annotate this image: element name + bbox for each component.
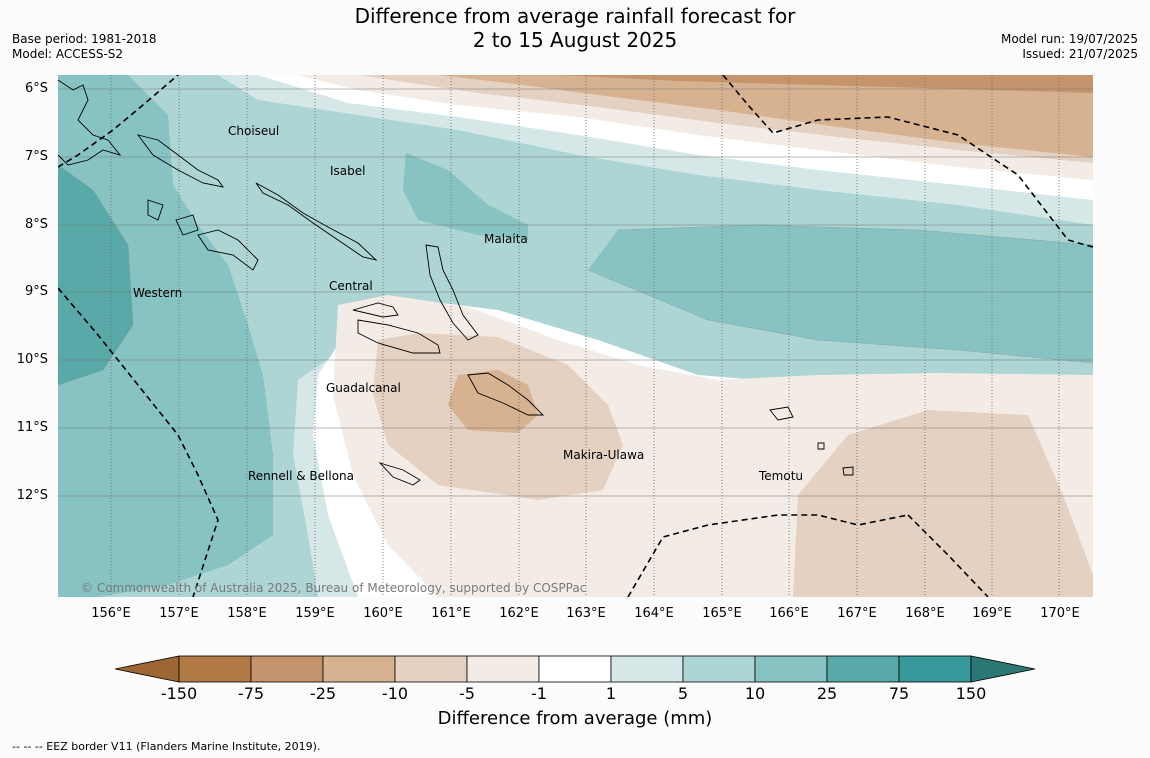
colorbar-segment (826, 655, 900, 683)
colorbar-segment (610, 655, 684, 683)
region-label-central: Central (329, 279, 373, 293)
colorbar-segment (682, 655, 756, 683)
colorbar-tick: 10 (744, 684, 766, 703)
base-period: Base period: 1981-2018 (12, 32, 157, 46)
lat-label-11s: 11°S (16, 420, 48, 435)
colorbar-segment (250, 655, 324, 683)
colorbar-tick: 150 (955, 684, 987, 703)
colorbar-low-arrow (115, 655, 180, 683)
colorbar-tick: 1 (605, 684, 617, 703)
bougainville-coast (58, 79, 122, 166)
lat-label-9s: 9°S (24, 284, 48, 299)
lon-label-160e: 160°E (363, 606, 403, 621)
colorbar-tick: 25 (816, 684, 838, 703)
malaita-island (425, 244, 479, 341)
vella-lavella-island (147, 199, 164, 221)
contour-fill-north-neg25 (558, 75, 1093, 93)
colorbar-tick: -10 (381, 684, 409, 703)
lon-label-162e: 162°E (499, 606, 539, 621)
colorbar-tick: 5 (677, 684, 689, 703)
rennell-island (378, 462, 421, 486)
issued-date: Issued: 21/07/2025 (1022, 47, 1138, 61)
colorbar (115, 655, 1036, 683)
model-name: Model: ACCESS-S2 (12, 47, 124, 61)
region-label-guadalcanal: Guadalcanal (326, 381, 401, 395)
map-title: Difference from average rainfall forecas… (354, 4, 796, 28)
lon-label-157e: 157°E (159, 606, 199, 621)
lat-label-12s: 12°S (16, 488, 48, 503)
colorbar-tick: -75 (237, 684, 265, 703)
colorbar-tick: -5 (459, 684, 475, 703)
region-label-malaita: Malaita (484, 232, 528, 246)
utupua-island (842, 466, 854, 476)
colorbar-segment (898, 655, 972, 683)
map-canvas: Choiseul Isabel Malaita Western Central … (58, 75, 1093, 597)
colorbar-segment (322, 655, 396, 683)
lon-label-167e: 167°E (837, 606, 877, 621)
rainfall-anomaly-map: Choiseul Isabel Malaita Western Central … (58, 75, 1093, 597)
contour-fill-10-25-malaita (403, 153, 528, 240)
lon-label-170e: 170°E (1040, 606, 1080, 621)
vanikoro-island (817, 442, 825, 450)
lon-label-161e: 161°E (431, 606, 471, 621)
colorbar-label: Difference from average (mm) (437, 708, 713, 729)
choiseul-island (136, 134, 225, 188)
region-label-isabel: Isabel (330, 164, 365, 178)
island-coastlines (58, 79, 854, 486)
lat-label-10s: 10°S (16, 352, 48, 367)
region-label-rennell-bellona: Rennell & Bellona (248, 469, 354, 483)
lon-label-159e: 159°E (295, 606, 335, 621)
lon-label-164e: 164°E (634, 606, 674, 621)
contour-fill-neg10-neg25 (448, 370, 538, 433)
lat-label-8s: 8°S (24, 217, 48, 232)
region-label-temotu: Temotu (758, 469, 803, 483)
contour-fill-north-neg10 (438, 75, 1093, 157)
latitude-gridlines (58, 88, 1093, 497)
colorbar-high-arrow (970, 655, 1036, 683)
colorbar-segment (538, 655, 612, 683)
new-georgia-island (197, 229, 259, 271)
lon-label-163e: 163°E (566, 606, 606, 621)
colorbar-segment (178, 655, 252, 683)
colorbar-segment (394, 655, 468, 683)
colorbar-segment (754, 655, 828, 683)
run-info: Model run: 19/07/2025 Issued: 21/07/2025 (1001, 32, 1138, 62)
lon-label-165e: 165°E (702, 606, 742, 621)
eez-borders (58, 75, 1093, 597)
lon-label-158e: 158°E (227, 606, 267, 621)
lon-label-168e: 168°E (905, 606, 945, 621)
region-label-western: Western (133, 286, 182, 300)
model-info: Base period: 1981-2018 Model: ACCESS-S2 (12, 32, 157, 62)
colorbar-segment (466, 655, 540, 683)
contour-fill-25-75-west (58, 165, 133, 385)
lon-label-156e: 156°E (91, 606, 131, 621)
contour-fill-10-25-west (58, 75, 273, 597)
contour-fill-neg5-neg10-east (793, 410, 1093, 597)
copyright-notice: © Commonwealth of Australia 2025, Bureau… (81, 581, 586, 595)
nggela-island (352, 302, 399, 318)
lon-label-169e: 169°E (972, 606, 1012, 621)
contour-lines (58, 164, 1093, 386)
kolombangara-island (175, 214, 199, 236)
lon-label-166e: 166°E (769, 606, 809, 621)
map-subtitle: 2 to 15 August 2025 (472, 28, 678, 52)
colorbar-tick: -25 (309, 684, 337, 703)
region-label-choiseul: Choiseul (228, 124, 279, 138)
colorbar-tick: -1 (531, 684, 547, 703)
longitude-gridlines (110, 75, 1060, 597)
lat-label-7s: 7°S (24, 149, 48, 164)
colorbar-tick: -150 (160, 684, 198, 703)
santa-cruz-island (769, 406, 794, 421)
eez-footnote: -- -- -- EEZ border V11 (Flanders Marine… (12, 740, 321, 753)
guadalcanal-island (357, 319, 441, 354)
colorbar-tick: 75 (888, 684, 910, 703)
region-label-makira-ulawa: Makira-Ulawa (563, 448, 644, 462)
makira-island (467, 372, 545, 416)
contour-fill-10-25-east (588, 225, 1093, 363)
model-run-date: Model run: 19/07/2025 (1000, 32, 1138, 46)
lat-label-6s: 6°S (24, 81, 48, 96)
isabel-island (255, 182, 378, 261)
